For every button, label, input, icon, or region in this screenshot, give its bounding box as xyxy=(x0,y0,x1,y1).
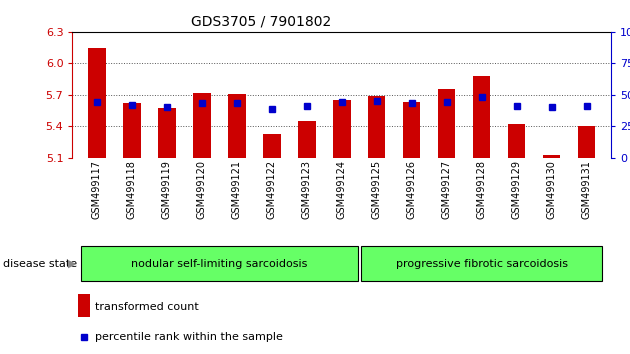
Text: GSM499123: GSM499123 xyxy=(302,160,312,219)
Text: GDS3705 / 7901802: GDS3705 / 7901802 xyxy=(191,14,331,28)
Text: GSM499131: GSM499131 xyxy=(581,160,592,219)
Text: GSM499125: GSM499125 xyxy=(372,160,382,219)
Text: GSM499128: GSM499128 xyxy=(477,160,487,219)
Bar xyxy=(368,96,386,158)
Bar xyxy=(158,108,176,158)
Text: GSM499124: GSM499124 xyxy=(337,160,346,219)
Text: disease state: disease state xyxy=(3,259,77,269)
Text: GSM499122: GSM499122 xyxy=(267,160,277,219)
Bar xyxy=(438,90,455,158)
Bar xyxy=(263,135,280,158)
Text: GSM499119: GSM499119 xyxy=(162,160,172,219)
Bar xyxy=(298,121,316,158)
Text: GSM499118: GSM499118 xyxy=(127,160,137,219)
Text: progressive fibrotic sarcoidosis: progressive fibrotic sarcoidosis xyxy=(396,259,568,269)
Text: GSM499117: GSM499117 xyxy=(92,160,102,219)
Text: GSM499120: GSM499120 xyxy=(197,160,207,219)
Bar xyxy=(403,102,420,158)
FancyBboxPatch shape xyxy=(361,246,602,281)
Text: transformed count: transformed count xyxy=(95,302,199,312)
Bar xyxy=(193,93,210,158)
Bar xyxy=(123,103,140,158)
Bar xyxy=(88,47,106,158)
Text: GSM499121: GSM499121 xyxy=(232,160,242,219)
Text: GSM499129: GSM499129 xyxy=(512,160,522,219)
Bar xyxy=(578,126,595,158)
Bar xyxy=(508,124,525,158)
Bar xyxy=(333,100,350,158)
Bar xyxy=(473,76,490,158)
Text: GSM499127: GSM499127 xyxy=(442,160,452,219)
Text: nodular self-limiting sarcoidosis: nodular self-limiting sarcoidosis xyxy=(131,259,307,269)
Bar xyxy=(78,295,89,317)
Text: percentile rank within the sample: percentile rank within the sample xyxy=(95,332,283,342)
FancyBboxPatch shape xyxy=(81,246,357,281)
Text: GSM499126: GSM499126 xyxy=(407,160,416,219)
Bar xyxy=(543,155,560,158)
Text: ▶: ▶ xyxy=(68,259,76,269)
Bar xyxy=(228,94,246,158)
Text: GSM499130: GSM499130 xyxy=(547,160,557,219)
